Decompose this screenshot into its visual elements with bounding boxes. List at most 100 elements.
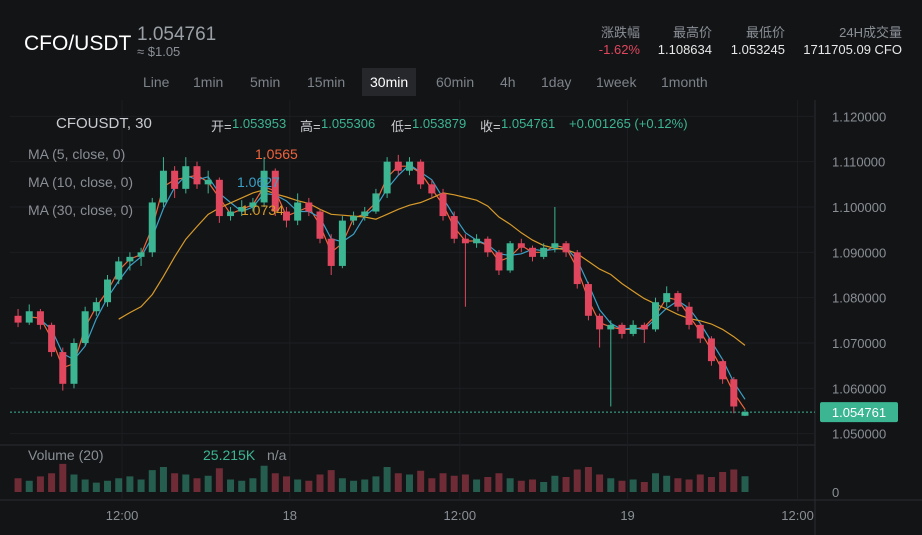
interval-tab[interactable]: 1week	[596, 74, 637, 90]
volume-bar	[461, 474, 469, 492]
volume-bar	[607, 478, 615, 492]
volume-bar	[215, 468, 223, 492]
candle-body	[461, 238, 469, 244]
stat-label: 涨跌幅	[600, 25, 640, 40]
candle-body	[428, 184, 436, 194]
candle-body	[48, 324, 56, 353]
ohlc-value: 1.053953	[232, 116, 287, 131]
y-tick-label: 1.060000	[832, 381, 886, 396]
candle-body	[126, 256, 134, 262]
volume-bar	[573, 469, 581, 492]
candle-body	[70, 343, 78, 384]
volume-bar	[36, 476, 44, 492]
stat-label: 24H成交量	[839, 25, 902, 40]
volume-bar	[529, 479, 537, 492]
candle-body	[36, 311, 44, 325]
ohlc-value: 1.055306	[321, 116, 376, 131]
volume-bar	[294, 479, 302, 492]
volume-bar	[674, 478, 682, 492]
candle-body	[282, 211, 290, 221]
candle-body	[81, 311, 89, 343]
candle-body	[618, 324, 626, 334]
volume-value: 25.215K	[203, 447, 256, 463]
candle-body	[25, 311, 33, 323]
candle-body	[350, 216, 358, 221]
last-price-tag-label: 1.054761	[832, 405, 886, 420]
stat-value: 1.053245	[730, 42, 785, 57]
candle-body	[59, 352, 67, 384]
candle-body	[305, 202, 313, 212]
candle-body	[182, 166, 190, 189]
candle-body	[439, 193, 447, 217]
interval-tab[interactable]: 30min	[362, 68, 417, 96]
volume-bar	[305, 480, 313, 492]
ohlc-label: 低=	[391, 119, 412, 134]
volume-bar	[417, 470, 425, 492]
candle-body	[394, 161, 402, 171]
y-tick-label: 1.090000	[832, 245, 886, 260]
candle-body	[327, 238, 335, 266]
candle-body	[640, 324, 648, 330]
ohlc-value: 1.053879	[412, 116, 467, 131]
volume-bar	[506, 478, 514, 492]
volume-bar	[193, 478, 201, 492]
ma-value: 1.0734	[241, 202, 284, 218]
candle-body	[361, 211, 369, 217]
stat-value: 1711705.09 CFO	[803, 42, 902, 57]
volume-bar	[327, 470, 335, 492]
stat-value: 1.108634	[657, 42, 712, 57]
volume-tick-label: 0	[832, 485, 839, 500]
ma-name: MA (10, close, 0)	[28, 174, 134, 190]
volume-bar	[596, 474, 604, 492]
volume-bar	[383, 467, 391, 492]
volume-bar	[171, 473, 179, 492]
volume-bar	[14, 478, 22, 492]
interval-tab[interactable]: 1month	[661, 74, 708, 90]
volume-bar	[640, 482, 648, 492]
candle-body	[249, 202, 257, 207]
volume-bar	[148, 470, 156, 492]
volume-bar	[696, 474, 704, 492]
volume-bar	[540, 482, 548, 492]
volume-bar	[70, 474, 78, 492]
last-price: 1.054761	[137, 24, 217, 45]
interval-tab[interactable]: 15min	[307, 74, 346, 90]
candle-body	[104, 279, 112, 303]
candle-body	[730, 379, 738, 407]
volume-extra: n/a	[267, 447, 287, 463]
volume-bar	[350, 480, 358, 492]
ma-value: 1.0627	[237, 174, 280, 190]
interval-tab[interactable]: 1day	[541, 74, 572, 90]
x-tick-label: 19	[620, 508, 634, 523]
candle-body	[484, 238, 492, 253]
candle-body	[372, 193, 380, 212]
candle-body	[562, 243, 570, 253]
volume-bar	[450, 475, 458, 492]
volume-bar	[316, 474, 324, 492]
last-price-tag	[820, 402, 898, 423]
volume-bar	[48, 473, 56, 492]
candle-body	[115, 261, 123, 280]
volume-bar	[81, 479, 89, 492]
y-tick-label: 1.110000	[832, 155, 885, 170]
candle-body	[383, 161, 391, 194]
interval-tab[interactable]: 5min	[250, 74, 281, 90]
volume-bar	[517, 480, 525, 492]
interval-tab[interactable]: 60min	[436, 74, 475, 90]
volume-bar	[663, 475, 671, 492]
pair: CFO/USDT	[24, 32, 132, 55]
interval-tab[interactable]: 4h	[500, 74, 516, 90]
volume-bar	[25, 480, 33, 492]
volume-bar	[182, 474, 190, 492]
volume-bar	[405, 474, 413, 492]
candle-body	[316, 211, 324, 239]
interval-tab[interactable]: 1min	[193, 74, 224, 90]
candle-body	[607, 324, 615, 330]
y-tick-label: 1.050000	[832, 427, 886, 442]
ma-line	[118, 189, 746, 346]
candle-body	[540, 247, 548, 257]
interval-tab[interactable]: Line	[143, 74, 170, 90]
x-tick-label: 12:00	[106, 508, 139, 523]
